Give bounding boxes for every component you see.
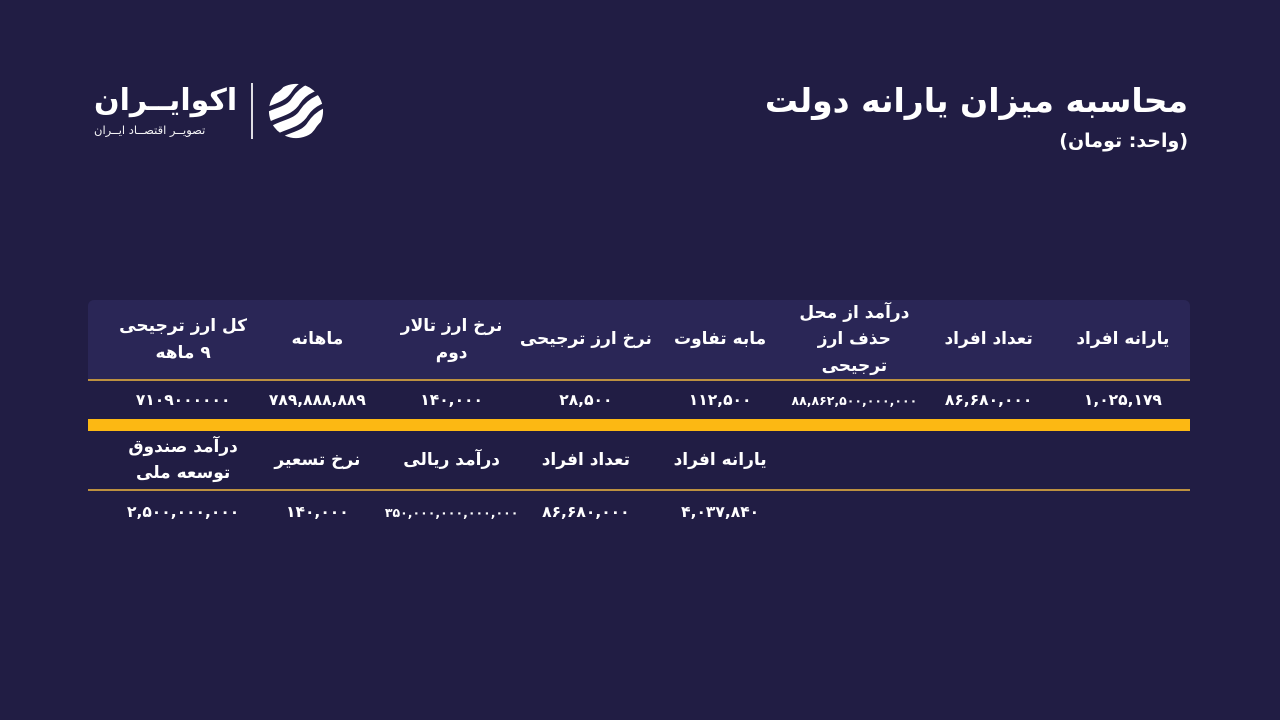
highlight-bar <box>88 419 1190 432</box>
header-cell-mabe-tafavot: مابه تفاوت <box>674 329 767 350</box>
brand-tagline: تصویــر اقتصــاد ایــران <box>94 122 206 137</box>
table-value-row-2: ۴,۰۳۷,۸۴۰ ۸۶,۶۸۰,۰۰۰ ۳۵۰,۰۰۰,۰۰۰,۰۰۰,۰۰۰… <box>88 491 1190 533</box>
value-cell-mahane: ۷۸۹,۸۸۸,۸۸۹ <box>268 391 366 410</box>
value-cell-kol-arz-9mah: ۷۱۰۹۰۰۰۰۰۰ <box>135 391 231 410</box>
brand-divider <box>251 83 254 139</box>
subsidy-table: یارانه افراد تعداد افراد درآمد از محل حذ… <box>88 300 1190 533</box>
header-cell-nerkh-tarjihi: نرخ ارز ترجیحی <box>519 329 652 350</box>
value-cell-nerkh-talar2: ۱۴۰,۰۰۰ <box>420 391 483 410</box>
value-cell-yaraneh-afrad-2: ۴,۰۳۷,۸۴۰ <box>681 503 760 522</box>
value-cell-daramad-riali: ۳۵۰,۰۰۰,۰۰۰,۰۰۰,۰۰۰ <box>384 504 519 520</box>
table-header-row-2: یارانه افراد تعداد افراد درآمد ریالی نرخ… <box>88 431 1190 492</box>
header-cell-nerkh-tasir: نرخ تسعیر <box>274 449 361 470</box>
ecoiran-logo-icon <box>267 82 326 140</box>
header-cell-kol-arz-9mah: کل ارز ترجیحی ۹ ماهه <box>119 316 248 363</box>
brand-name: اکوایــران <box>94 82 238 118</box>
table-value-row-1: ۱,۰۲۵,۱۷۹ ۸۶,۶۸۰,۰۰۰ ۸۸,۸۶۲,۵۰۰,۰۰۰,۰۰۰ … <box>88 381 1190 419</box>
brand-block: اکوایــران تصویــر اقتصــاد ایــران <box>94 80 326 142</box>
header-cell-nerkh-talar2: نرخ ارز تالار دوم <box>400 316 503 363</box>
header-cell-daramad-riali: درآمد ریالی <box>403 449 500 470</box>
title-block: محاسبه میزان یارانه دولت (واحد: تومان) <box>765 82 1188 152</box>
header-cell-tedad-afrad: تعداد افراد <box>944 329 1033 350</box>
value-cell-daramad-hazf: ۸۸,۸۶۲,۵۰۰,۰۰۰,۰۰۰ <box>791 392 918 408</box>
value-cell-nerkh-tasir: ۱۴۰,۰۰۰ <box>286 503 349 522</box>
table-header-row-1: یارانه افراد تعداد افراد درآمد از محل حذ… <box>88 300 1190 382</box>
header-cell-yaraneh-afrad: یارانه افراد <box>1076 329 1170 350</box>
page-title: محاسبه میزان یارانه دولت <box>764 81 1188 120</box>
value-cell-tedad-afrad-2: ۸۶,۶۸۰,۰۰۰ <box>542 503 630 522</box>
header-cell-sandogh-melli: درآمد صندوق توسعه ملی <box>128 436 238 484</box>
brand-text: اکوایــران تصویــر اقتصــاد ایــران <box>94 82 238 137</box>
value-cell-sandogh-melli: ۲,۵۰۰,۰۰۰,۰۰۰ <box>126 503 240 522</box>
page-subtitle: (واحد: تومان) <box>1059 129 1188 152</box>
value-cell-mabe-tafavot: ۱۱۲,۵۰۰ <box>688 391 752 410</box>
header-cell-mahane: ماهانه <box>291 329 344 350</box>
value-cell-yaraneh-afrad: ۱,۰۲۵,۱۷۹ <box>1083 391 1162 410</box>
header-cell-tedad-afrad-2: تعداد افراد <box>541 449 631 470</box>
value-cell-nerkh-tarjihi: ۲۸,۵۰۰ <box>559 391 613 410</box>
header-cell-daramad-hazf: درآمد از محل حذف ارز ترجیحی <box>799 303 910 376</box>
value-cell-tedad-afrad: ۸۶,۶۸۰,۰۰۰ <box>944 391 1033 410</box>
header-cell-yaraneh-afrad-2: یارانه افراد <box>673 449 767 470</box>
